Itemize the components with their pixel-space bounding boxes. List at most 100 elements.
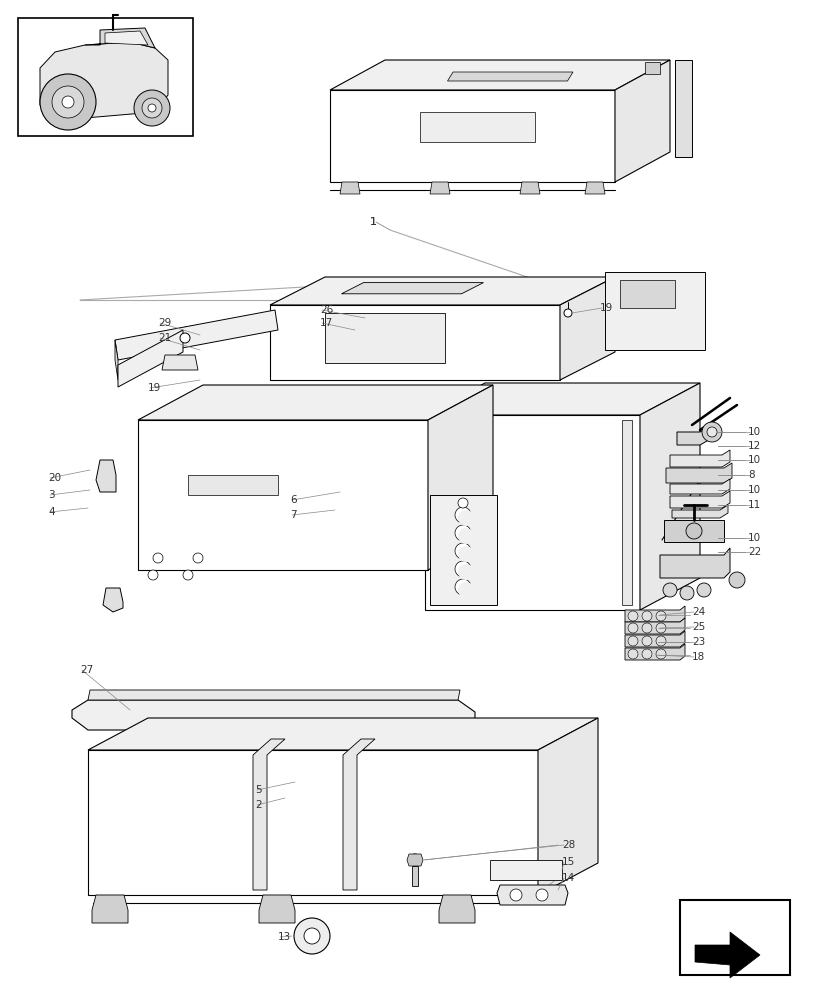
Circle shape [457,498,467,508]
Polygon shape [118,330,183,387]
Circle shape [655,623,665,633]
Text: 21: 21 [158,333,171,343]
Polygon shape [407,854,423,866]
Polygon shape [614,60,669,182]
Circle shape [627,636,638,646]
Text: 13: 13 [278,932,291,942]
Bar [419,112,534,142]
Circle shape [627,623,638,633]
Polygon shape [96,460,116,492]
Circle shape [148,570,158,580]
Polygon shape [88,718,597,750]
Text: 14: 14 [562,873,575,883]
Circle shape [686,523,701,539]
Polygon shape [259,895,294,923]
Polygon shape [85,28,155,48]
Bar [325,313,444,363]
Bar [412,866,418,886]
Polygon shape [663,520,723,542]
Polygon shape [115,310,278,360]
Polygon shape [342,739,375,890]
Text: 15: 15 [562,857,575,867]
Text: 28: 28 [562,840,575,850]
Polygon shape [559,277,614,380]
Polygon shape [115,340,118,380]
Polygon shape [538,718,597,895]
Text: 10: 10 [747,485,760,495]
Circle shape [701,422,721,442]
Text: 2: 2 [255,800,261,810]
Text: 24: 24 [691,607,705,617]
Polygon shape [270,277,614,305]
Polygon shape [665,463,731,483]
Circle shape [304,928,319,944]
Polygon shape [340,182,360,194]
Polygon shape [674,60,691,157]
Text: 6: 6 [289,495,296,505]
Polygon shape [669,491,729,508]
Polygon shape [138,385,492,420]
Circle shape [183,570,193,580]
Polygon shape [672,505,727,518]
Circle shape [641,649,651,659]
Polygon shape [270,305,559,380]
Circle shape [455,507,471,523]
Bar [188,475,278,495]
Circle shape [52,86,84,118]
Circle shape [455,561,471,577]
Text: 1: 1 [370,217,376,227]
Polygon shape [676,425,711,445]
Circle shape [40,74,96,130]
Text: 25: 25 [691,622,705,632]
Polygon shape [496,885,567,905]
Polygon shape [88,690,460,700]
Circle shape [641,636,651,646]
Circle shape [179,333,189,343]
Polygon shape [330,60,669,90]
Polygon shape [669,479,729,494]
Polygon shape [621,420,631,605]
Polygon shape [88,750,538,895]
Polygon shape [519,182,539,194]
Circle shape [134,90,170,126]
Circle shape [679,586,693,600]
Circle shape [153,553,163,563]
Circle shape [655,636,665,646]
Circle shape [655,611,665,621]
Polygon shape [103,588,123,612]
Circle shape [509,889,521,901]
Text: 4: 4 [48,507,55,517]
Circle shape [696,583,710,597]
Text: 10: 10 [747,455,760,465]
Bar [490,860,562,880]
Circle shape [457,510,473,526]
Polygon shape [330,90,614,182]
Text: 27: 27 [80,665,93,675]
Text: 26: 26 [319,305,332,315]
Bar [619,280,674,308]
Polygon shape [585,182,605,194]
Text: 12: 12 [747,441,760,451]
Text: 8: 8 [747,470,753,480]
Polygon shape [639,383,699,610]
Circle shape [409,854,420,866]
Text: 10: 10 [747,533,760,543]
Polygon shape [40,42,168,118]
Circle shape [455,543,471,559]
Circle shape [455,579,471,595]
Polygon shape [624,631,684,647]
Text: 18: 18 [691,652,705,662]
Circle shape [641,611,651,621]
Polygon shape [624,606,684,622]
Circle shape [457,546,473,562]
Polygon shape [429,495,496,605]
Text: 1: 1 [370,217,376,227]
Polygon shape [624,644,684,660]
Polygon shape [669,450,729,467]
Circle shape [706,427,716,437]
Circle shape [62,96,74,108]
Polygon shape [447,72,572,81]
Text: 5: 5 [255,785,261,795]
Polygon shape [162,355,198,370]
Text: 19: 19 [600,303,613,313]
